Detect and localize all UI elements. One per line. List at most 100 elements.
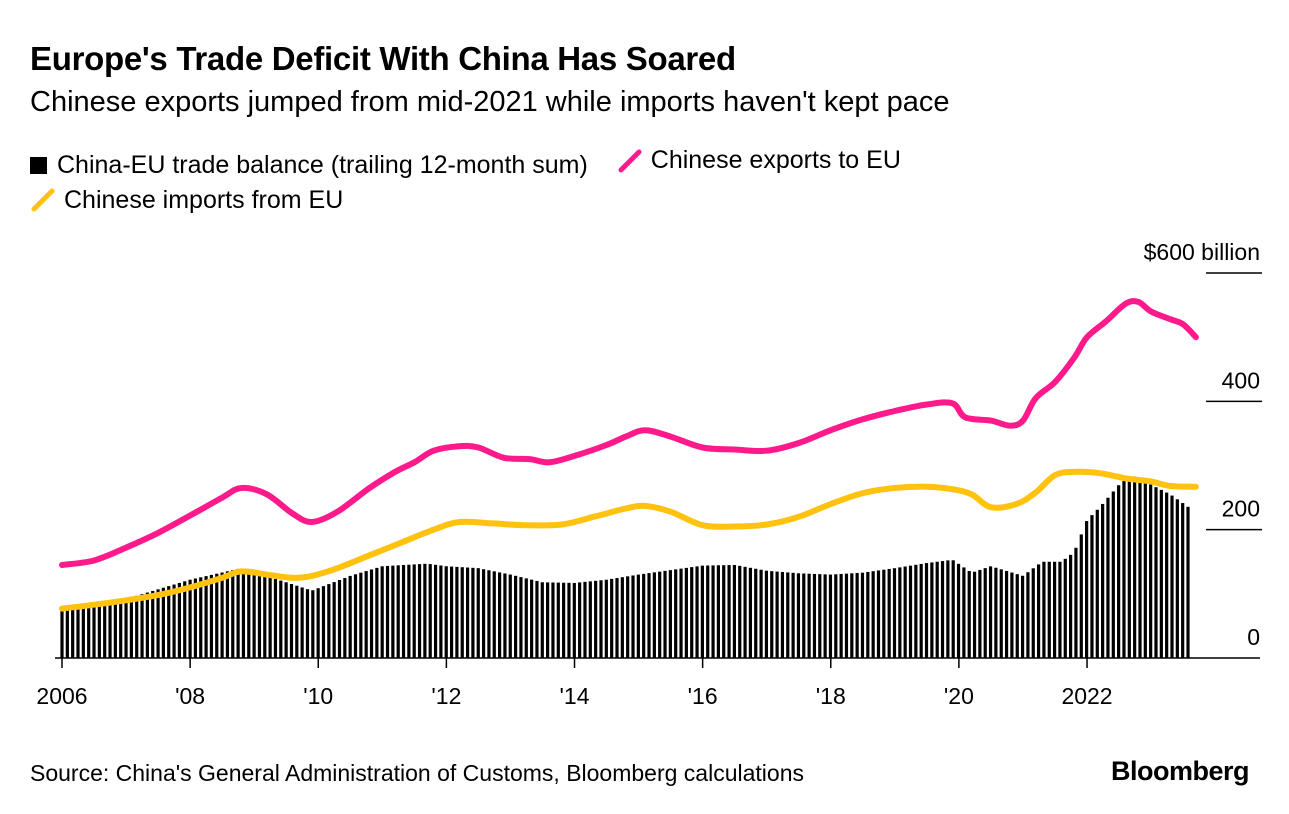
balance-bar	[476, 568, 480, 658]
balance-bar	[1015, 574, 1019, 658]
balance-bar	[183, 581, 187, 658]
balance-bar	[1186, 506, 1190, 658]
balance-bar	[599, 580, 603, 658]
balance-bar	[455, 566, 459, 658]
balance-bar	[268, 577, 272, 658]
balance-bar	[412, 564, 416, 658]
balance-bar	[983, 568, 987, 658]
chart-subtitle: Chinese exports jumped from mid-2021 whi…	[30, 86, 950, 118]
balance-bar	[140, 594, 144, 658]
x-tick-label-2012: '12	[431, 683, 461, 709]
balance-bar	[988, 566, 993, 658]
balance-bar	[129, 597, 133, 658]
balance-bar	[1111, 491, 1115, 658]
balance-bar	[978, 569, 982, 658]
balance-bar	[610, 578, 614, 658]
balance-bar	[1090, 515, 1094, 658]
balance-bar	[151, 590, 155, 658]
balance-bar	[305, 589, 310, 658]
balance-bar	[465, 567, 470, 658]
chart-title: Europe's Trade Deficit With China Has So…	[30, 40, 736, 77]
balance-bar	[87, 605, 91, 658]
balance-bar	[492, 571, 496, 658]
balance-bar	[791, 572, 795, 658]
balance-bar	[524, 578, 528, 658]
balance-bar	[834, 574, 838, 658]
balance-bar	[604, 579, 608, 658]
balance-bar	[1004, 570, 1009, 658]
balance-bar	[498, 572, 502, 658]
legend-label-imports: Chinese imports from EU	[64, 185, 344, 214]
balance-bar	[530, 579, 534, 658]
y-tick-label-200: 200	[1222, 496, 1260, 522]
balance-bar	[177, 582, 181, 658]
balance-bar	[706, 565, 710, 658]
balance-bar	[903, 566, 907, 658]
y-tick-label-400: 400	[1222, 367, 1260, 393]
balance-bar	[546, 582, 550, 658]
balance-bar	[295, 585, 299, 658]
balance-bar	[161, 587, 165, 658]
balance-bar	[855, 573, 859, 658]
balance-bar	[417, 564, 422, 658]
balance-bar	[1042, 561, 1046, 658]
balance-bar	[514, 575, 518, 658]
balance-bar	[690, 567, 694, 658]
balance-bar	[81, 606, 85, 658]
balance-bar	[1175, 499, 1179, 658]
balance-bar	[145, 592, 149, 658]
y-tick-label-600: $600 billion	[1144, 239, 1260, 265]
balance-bar	[1154, 487, 1158, 658]
balance-bar	[727, 565, 731, 658]
balance-bar	[119, 599, 123, 658]
balance-bar	[1036, 564, 1041, 658]
balance-bar	[353, 574, 358, 658]
balance-bar	[135, 595, 139, 658]
x-tick-label-2020: '20	[944, 683, 974, 709]
balance-bar	[850, 573, 854, 658]
balance-bar	[1074, 547, 1078, 658]
legend-label-balance: China-EU trade balance (trailing 12-mont…	[57, 150, 588, 179]
balance-bar	[583, 581, 587, 658]
balance-bar	[754, 568, 758, 658]
legend-swatch-balance	[30, 156, 47, 174]
balance-bar	[652, 572, 656, 658]
balance-bar	[967, 570, 971, 658]
balance-bar	[1079, 534, 1083, 658]
balance-bar	[369, 569, 374, 658]
x-tick-label-2022: 2022	[1061, 683, 1112, 709]
balance-bar	[839, 573, 843, 658]
balance-bar	[972, 571, 977, 658]
balance-bar	[423, 563, 427, 658]
balance-bar	[999, 569, 1003, 658]
balance-bar	[796, 573, 801, 658]
balance-bar	[433, 564, 438, 658]
balance-bar	[786, 572, 790, 658]
balance-bar	[674, 569, 678, 658]
balance-bar	[289, 583, 294, 658]
balance-bar	[380, 566, 384, 658]
balance-bar	[108, 601, 112, 658]
balance-bar	[1053, 561, 1057, 658]
balance-bar	[263, 575, 267, 658]
x-tick-label-2014: '14	[560, 683, 590, 709]
balance-bar	[1106, 497, 1110, 658]
balance-bar	[562, 582, 566, 658]
balance-bar	[71, 608, 75, 658]
balance-bar	[337, 580, 342, 658]
balance-bar	[556, 582, 560, 658]
balance-bar	[551, 582, 555, 658]
balance-bar	[225, 571, 230, 658]
balance-bar	[124, 598, 128, 658]
balance-bar	[780, 571, 785, 658]
balance-bar	[65, 608, 69, 658]
legend-label-exports: Chinese exports to EU	[650, 146, 901, 174]
balance-bar	[770, 571, 774, 658]
legend: China-EU trade balance (trailing 12-mont…	[30, 146, 1130, 221]
balance-bar	[481, 569, 486, 658]
balance-bar	[743, 566, 747, 658]
balance-bar	[103, 602, 107, 658]
balance-bar	[732, 564, 736, 658]
balance-bar	[172, 584, 176, 658]
balance-bar	[311, 590, 315, 658]
